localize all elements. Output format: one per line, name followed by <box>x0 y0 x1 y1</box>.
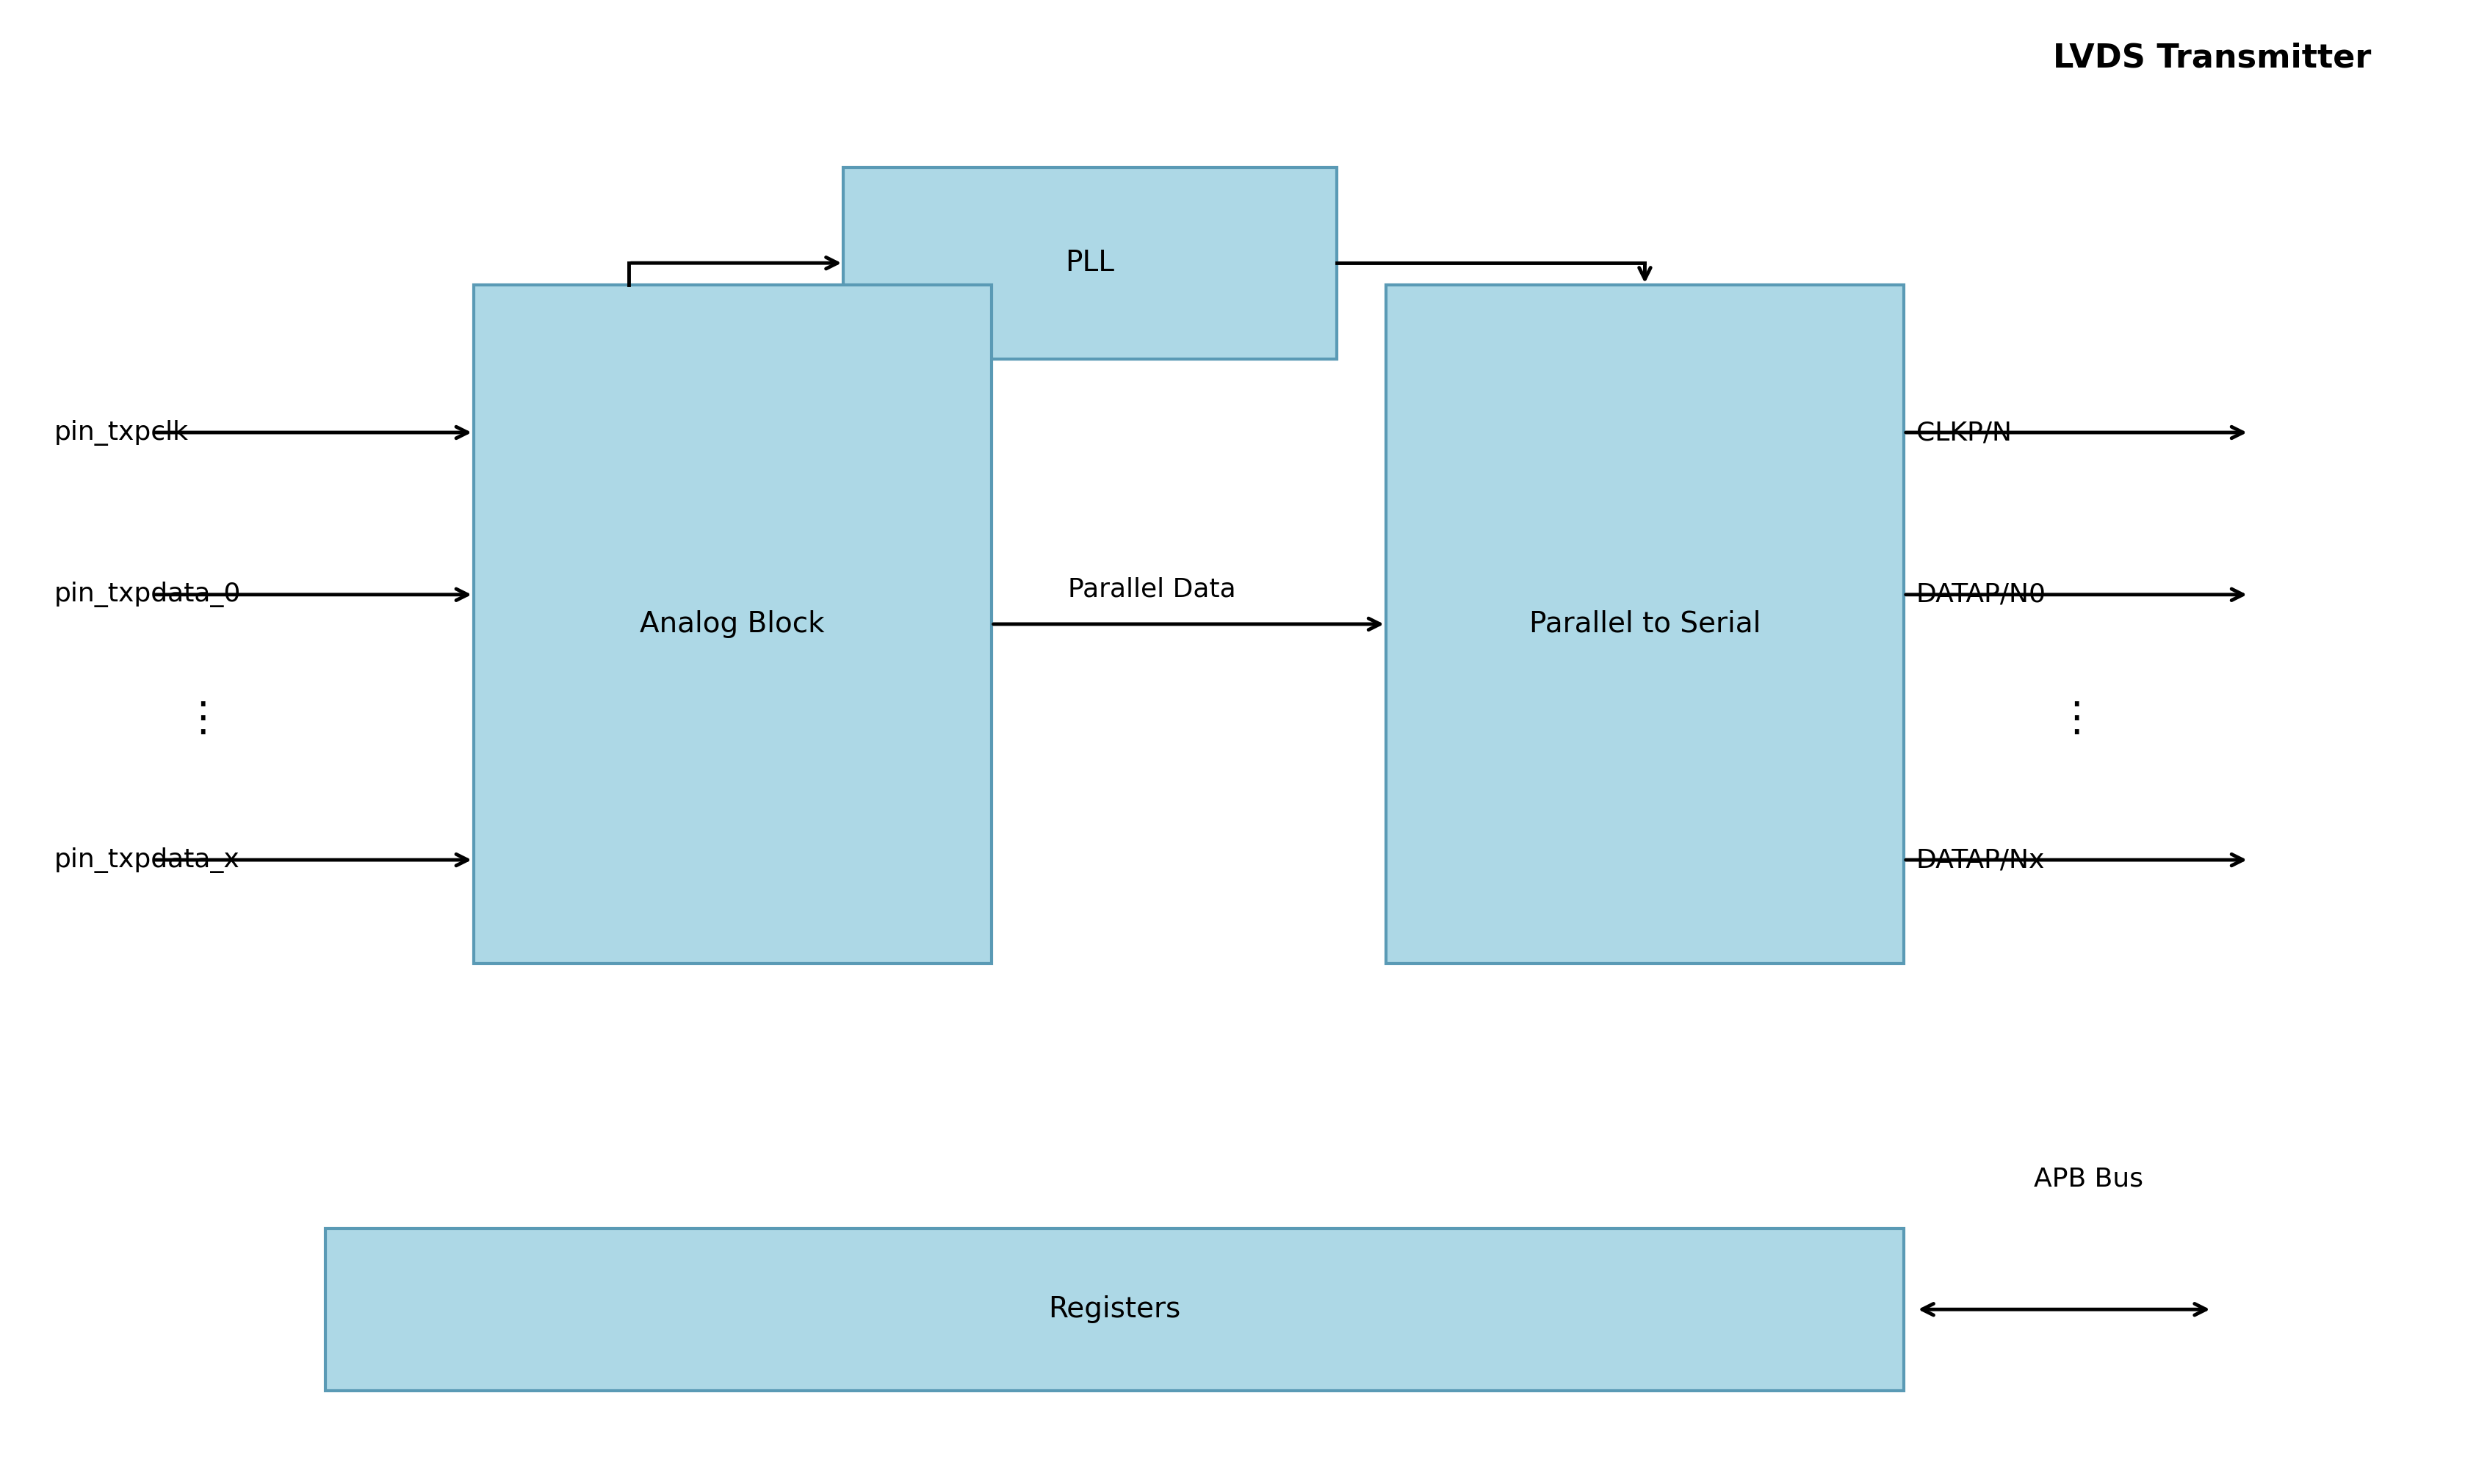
Text: ⋮: ⋮ <box>181 700 223 739</box>
Text: LVDS Transmitter: LVDS Transmitter <box>2053 42 2372 74</box>
Text: ⋮: ⋮ <box>2055 700 2097 739</box>
Bar <box>473 285 990 963</box>
Text: Parallel to Serial: Parallel to Serial <box>1530 610 1760 638</box>
Text: PLL: PLL <box>1065 249 1114 278</box>
Text: pin_txpclk: pin_txpclk <box>54 420 188 445</box>
Text: Parallel Data: Parallel Data <box>1067 577 1236 603</box>
Text: Registers: Registers <box>1047 1296 1181 1324</box>
Bar <box>844 168 1337 359</box>
Text: DATAP/N0: DATAP/N0 <box>1916 582 2045 607</box>
Text: CLKP/N: CLKP/N <box>1916 420 2011 445</box>
Text: DATAP/Nx: DATAP/Nx <box>1916 847 2045 873</box>
Text: APB Bus: APB Bus <box>2033 1166 2144 1192</box>
Text: pin_txpdata_0: pin_txpdata_0 <box>54 582 240 607</box>
Text: pin_txpdata_x: pin_txpdata_x <box>54 847 240 873</box>
Text: Analog Block: Analog Block <box>641 610 825 638</box>
Bar <box>1387 285 1904 963</box>
Bar <box>327 1229 1904 1391</box>
